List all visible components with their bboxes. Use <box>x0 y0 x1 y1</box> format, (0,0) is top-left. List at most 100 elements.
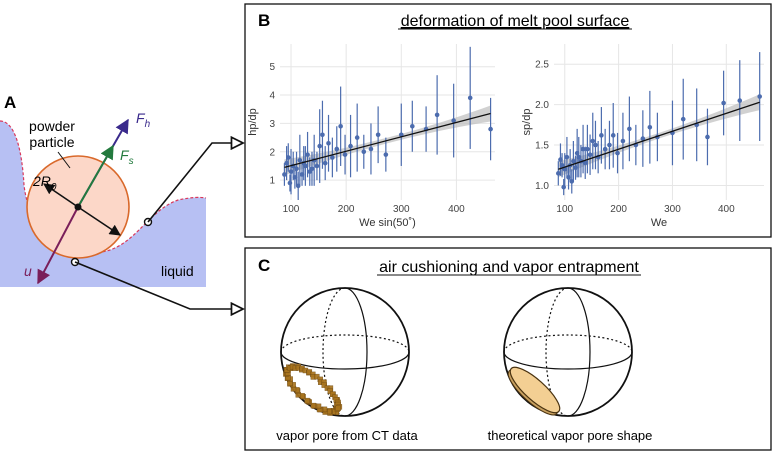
x-tick-label: 100 <box>283 204 300 215</box>
data-point <box>314 163 320 169</box>
liquid-label: liquid <box>161 263 194 279</box>
velocity-arrow <box>37 206 79 285</box>
data-point <box>368 146 374 152</box>
ct-vapor-pore <box>283 363 343 416</box>
force-h-label: Fh <box>136 110 151 130</box>
data-point <box>375 132 381 138</box>
pore-voxel <box>314 373 320 380</box>
data-point <box>573 165 578 170</box>
data-point <box>599 133 604 138</box>
theory-vapor-pore <box>507 366 561 416</box>
data-point <box>564 154 570 160</box>
data-point <box>299 172 305 177</box>
panel-c-letter: C <box>258 256 270 275</box>
pore-voxel <box>321 382 327 388</box>
data-point <box>561 184 566 190</box>
data-point <box>559 162 565 168</box>
data-point <box>292 175 298 180</box>
data-point <box>309 166 315 172</box>
velocity-label: u <box>24 263 32 279</box>
fit-line <box>558 101 760 170</box>
panel-a: A powder particle 2R0 Fh Fs u liquid <box>0 93 207 287</box>
data-point <box>585 146 590 152</box>
data-point <box>322 160 328 166</box>
data-point <box>571 158 576 164</box>
x-axis-label: We <box>651 217 667 229</box>
y-tick-label: 5 <box>269 62 275 73</box>
data-point <box>295 183 301 189</box>
x-tick-label: 400 <box>718 204 735 215</box>
data-point <box>326 140 331 146</box>
particle-label-leader <box>57 151 71 169</box>
force-s-label: Fs <box>120 147 134 167</box>
data-point <box>640 136 646 141</box>
chart-sp-dp: 100 200 300 400 1.0 1.5 2.0 2.5 We sp/dp <box>521 44 764 229</box>
y-axis-label: hp/dp <box>247 108 259 136</box>
data-point <box>287 180 293 186</box>
panel-a-letter: A <box>4 93 16 112</box>
data-point <box>410 123 415 129</box>
radius-arrow-right <box>77 206 121 236</box>
pore-voxel <box>335 405 341 411</box>
particle-label-line1: powder <box>29 118 75 134</box>
panel-b-letter: B <box>258 11 270 30</box>
force-s-arrow <box>77 144 114 208</box>
data-point <box>354 135 360 140</box>
data-point <box>488 126 493 132</box>
data-point <box>627 126 632 132</box>
y-tick-label: 1.5 <box>535 141 549 152</box>
pore-voxel <box>310 402 317 409</box>
y-tick-label: 4 <box>269 91 275 102</box>
data-point <box>467 95 473 101</box>
sphere-theory-meridian-front <box>567 287 591 417</box>
sphere-ct-equator-front <box>280 351 410 370</box>
connector-to-c <box>74 261 243 309</box>
data-point <box>757 94 762 99</box>
y-tick-label: 1.0 <box>535 181 549 192</box>
data-point <box>580 146 586 152</box>
data-point <box>647 124 653 130</box>
data-point <box>334 146 340 152</box>
data-point <box>590 138 596 144</box>
data-point <box>566 175 571 180</box>
data-point <box>620 138 626 144</box>
data-point <box>705 134 710 140</box>
data-point <box>434 112 440 118</box>
chart-hp-dp: 100 200 300 400 1 2 3 4 5 We sin(50˚) hp/dp <box>247 44 495 229</box>
panel-c: C air cushioning and vapor entrapment va… <box>244 247 772 451</box>
y-axis-label: sp/dp <box>521 109 533 136</box>
data-point <box>574 150 580 156</box>
data-point <box>607 142 612 148</box>
sphere-ct-meridian-front <box>344 287 368 417</box>
particle-label-line2: particle <box>29 134 74 150</box>
y-tick-label: 2.5 <box>535 60 549 71</box>
y-tick-label: 2.0 <box>535 100 549 111</box>
data-point <box>361 149 367 155</box>
data-point <box>610 133 616 138</box>
data-point <box>284 160 289 166</box>
data-point <box>288 169 294 174</box>
data-point <box>320 132 325 138</box>
data-point <box>348 143 353 149</box>
fit-line <box>284 112 491 169</box>
theory-pore-face <box>509 366 561 414</box>
data-point <box>330 155 335 160</box>
data-point <box>558 157 563 162</box>
plot-area <box>554 44 764 200</box>
x-tick-label: 300 <box>393 204 410 215</box>
y-tick-label: 2 <box>269 147 275 158</box>
x-tick-label: 200 <box>610 204 627 215</box>
data-point <box>294 166 299 172</box>
panel-b-title: deformation of melt pool surface <box>401 13 630 30</box>
x-tick-label: 300 <box>664 204 681 215</box>
data-point <box>593 142 598 148</box>
particle-center-dot <box>74 203 82 211</box>
data-point <box>587 152 593 158</box>
sphere-theory-equator-front <box>503 351 633 370</box>
radius-arrow-left <box>43 183 79 208</box>
data-point <box>282 172 287 177</box>
sphere-theory-equator-back <box>503 334 633 353</box>
radius-label: 2R0 <box>32 173 57 193</box>
x-tick-label: 100 <box>556 204 573 215</box>
data-point <box>556 171 561 176</box>
